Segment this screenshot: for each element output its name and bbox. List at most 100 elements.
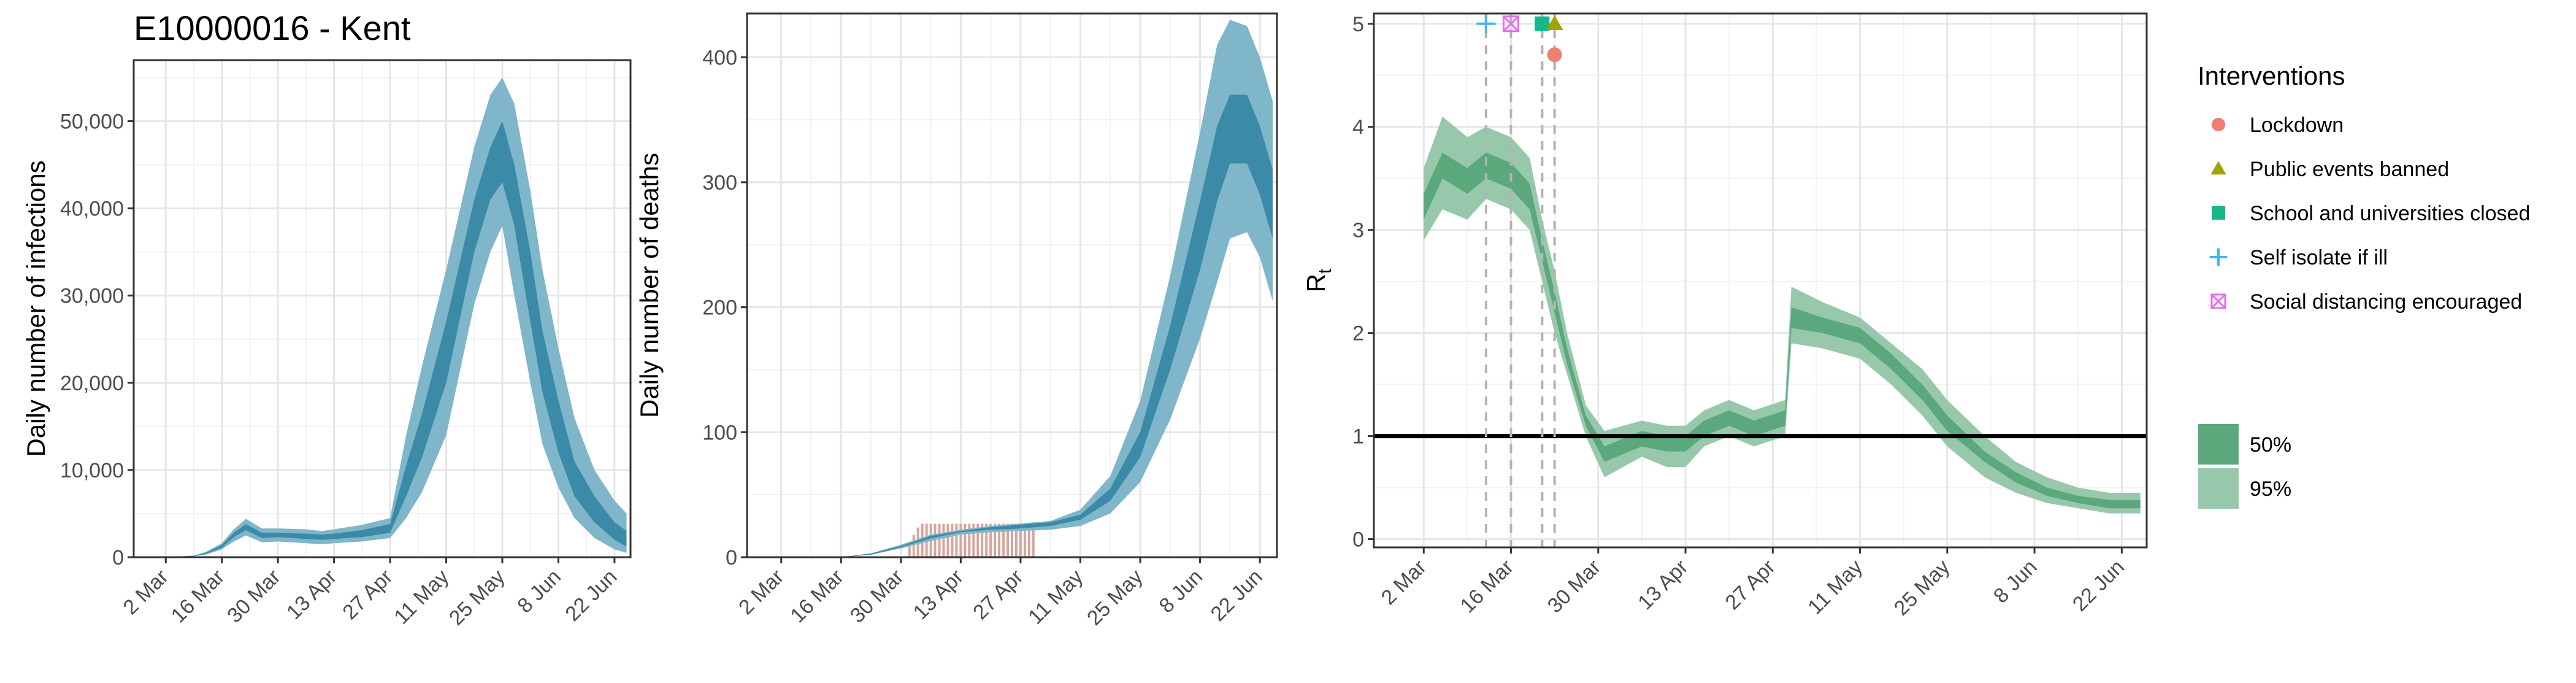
band-legend-key	[2197, 467, 2240, 510]
death-bar	[946, 523, 950, 558]
legend-item: School and universities closed	[2212, 202, 2530, 225]
band-95	[1424, 117, 2141, 514]
x-tick-label: 13 Apr	[282, 565, 341, 624]
y-axis-label: Daily number of deaths	[635, 153, 664, 418]
x-tick-label: 16 Mar	[1456, 555, 1519, 618]
band-legend-item: 50%	[2197, 423, 2291, 466]
band-50	[841, 95, 1273, 557]
y-axis-label-subscript: t	[1315, 268, 1335, 274]
intervention-marker-plus	[1476, 14, 1496, 34]
intervention-marker-circle	[1547, 47, 1562, 63]
y-tick-label: 400	[702, 46, 737, 69]
x-tick-label: 22 Jun	[1206, 565, 1267, 626]
band-legend-label: 95%	[2250, 477, 2291, 501]
rt-panel: 0 1 2 3 4 5 2 Mar 16 Mar 30 Mar 13 Apr 27 Apr 11 Ma…	[1301, 12, 2148, 620]
x-tick-label: 30 Mar	[223, 565, 285, 628]
death-bar	[950, 523, 954, 558]
x-tick-label: 13 Apr	[1633, 555, 1692, 614]
legend-title: Interventions	[2198, 61, 2345, 90]
x-tick-label: 22 Jun	[561, 565, 621, 626]
y-axis-label: Daily number of infections	[21, 160, 50, 457]
x-tick-label: 22 Jun	[2068, 555, 2129, 616]
legend-label: School and universities closed	[2250, 202, 2530, 225]
death-bar	[933, 523, 937, 558]
y-tick-label: 0	[112, 546, 124, 569]
death-bar	[954, 523, 959, 558]
y-tick-label: 10,000	[60, 459, 124, 482]
y-tick-label: 40,000	[60, 198, 124, 221]
legend-key-square	[2212, 206, 2225, 220]
panel-border	[746, 12, 1278, 558]
y-tick-label: 20,000	[60, 372, 124, 395]
x-tick-label: 2 Mar	[734, 565, 788, 619]
y-tick-label: 0	[726, 546, 737, 569]
y-tick-label: 50,000	[60, 110, 124, 133]
death-bar	[907, 544, 911, 558]
x-tick-label: 11 May	[389, 565, 453, 629]
x-tick-label: 25 May	[445, 565, 510, 630]
x-tick-label: 27 Apr	[1721, 555, 1780, 614]
band-legend-label: 50%	[2250, 433, 2291, 457]
x-tick-label: 2 Mar	[119, 565, 173, 619]
x-tick-label: 25 May	[1083, 565, 1148, 630]
band-legend-key	[2197, 423, 2240, 466]
y-tick-label: 4	[1352, 116, 1364, 139]
legend-item: Social distancing encouraged	[2210, 290, 2522, 314]
x-tick-label: 11 May	[1803, 555, 1867, 619]
death-bar	[959, 523, 963, 558]
band-50	[166, 121, 627, 557]
panel-border	[132, 59, 632, 558]
intervention-marker-triangle	[1546, 15, 1563, 30]
x-tick-label: 16 Mar	[786, 565, 848, 628]
plot-area	[1374, 14, 2147, 547]
legend-label: Social distancing encouraged	[2250, 290, 2522, 314]
death-bar	[941, 523, 946, 558]
x-tick-label: 8 Jun	[1155, 565, 1208, 618]
x-tick-label: 30 Mar	[1543, 555, 1606, 618]
x-tick-label: 11 May	[1024, 565, 1087, 629]
chart-title: E10000016 - Kent	[134, 9, 411, 47]
legend-label: Lockdown	[2250, 114, 2344, 137]
plot-area	[134, 60, 631, 557]
legend-key-boxx	[2210, 293, 2226, 309]
y-tick-label: 5	[1352, 13, 1364, 36]
band-legend: 50% 95%	[2197, 423, 2291, 510]
x-tick-label: 25 May	[1890, 555, 1955, 620]
y-tick-label: 0	[1352, 528, 1364, 552]
intervention-marker-square	[1535, 16, 1550, 31]
legend-label: Self isolate if ill	[2250, 246, 2388, 269]
death-bar	[963, 523, 967, 558]
legend-item: Lockdown	[2212, 114, 2344, 137]
y-tick-label: 30,000	[60, 285, 124, 308]
legend-key-triangle	[2210, 161, 2226, 175]
death-bar	[911, 534, 916, 558]
band-legend-item: 95%	[2197, 467, 2291, 510]
x-tick-label: 16 Mar	[167, 565, 229, 628]
legend-label: Public events banned	[2250, 158, 2449, 181]
x-tick-label: 30 Mar	[846, 565, 908, 628]
intervention-marker-boxx	[1503, 15, 1520, 33]
y-tick-label: 300	[702, 171, 737, 195]
y-tick-label: 100	[702, 421, 737, 444]
panel-border	[1373, 12, 2148, 549]
interventions-legend: Interventions Lockdown Public events bann…	[2198, 61, 2530, 314]
y-tick-label: 3	[1352, 219, 1364, 242]
x-tick-label: 2 Mar	[1377, 555, 1431, 609]
legend-item: Self isolate if ill	[2209, 246, 2388, 269]
x-tick-label: 13 Apr	[909, 565, 968, 624]
x-tick-label: 8 Jun	[513, 565, 565, 618]
y-tick-label: 2	[1352, 322, 1364, 345]
y-tick-label: 1	[1352, 425, 1364, 449]
y-tick-label: 200	[702, 296, 737, 320]
death-bar	[937, 523, 941, 558]
y-axis-label: Rt	[1301, 268, 1335, 292]
legend-key-plus	[2209, 248, 2228, 266]
x-tick-label: 27 Apr	[968, 565, 1027, 624]
legend-item: Public events banned	[2210, 158, 2449, 181]
band-95	[841, 20, 1273, 557]
x-tick-label: 27 Apr	[338, 565, 397, 624]
x-tick-label: 8 Jun	[1989, 555, 2042, 608]
